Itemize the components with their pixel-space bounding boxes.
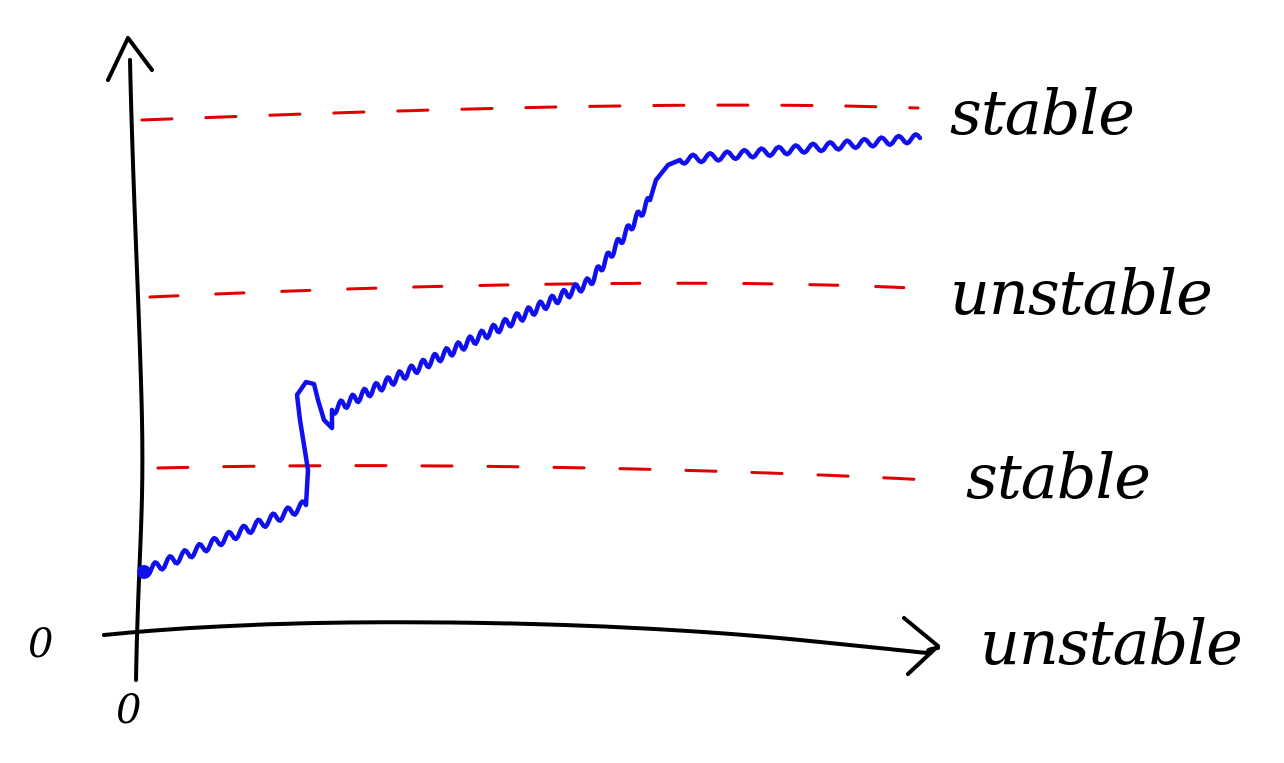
level-label-middle: unstable bbox=[950, 256, 1213, 329]
x-axis bbox=[102, 620, 940, 655]
level-label-top: stable bbox=[950, 76, 1135, 149]
origin-x-label: 0 bbox=[116, 687, 142, 733]
level-line-top bbox=[140, 103, 920, 122]
level-label-bottom: stable bbox=[966, 440, 1151, 513]
trajectory-curve bbox=[141, 132, 923, 578]
level-line-bottom bbox=[156, 464, 930, 482]
x-axis-arrowhead bbox=[902, 616, 940, 676]
y-axis-arrowhead bbox=[106, 36, 154, 82]
x-axis-label: unstable bbox=[980, 606, 1243, 679]
origin-y-label: 0 bbox=[28, 621, 54, 667]
trajectory-start-point bbox=[137, 565, 151, 579]
level-line-middle bbox=[148, 281, 914, 299]
y-axis bbox=[128, 58, 145, 682]
